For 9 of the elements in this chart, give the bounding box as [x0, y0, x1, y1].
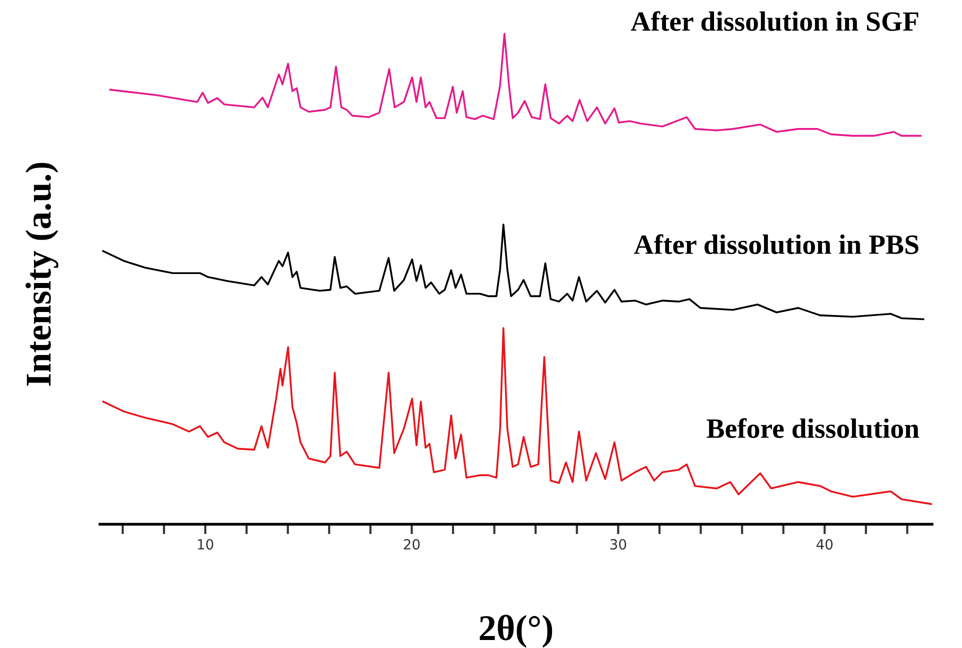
x-tick-label: 20: [404, 539, 420, 550]
series-label: After dissolution in PBS: [634, 234, 918, 254]
y-axis-title: Intensity (a.u.): [25, 162, 58, 386]
x-tick-label: 10: [198, 539, 214, 550]
text: After dissolution in SGF: [630, 11, 918, 31]
series-label: Before dissolution: [706, 418, 920, 438]
x-axis-title: 2θ(°): [480, 614, 552, 648]
x-tick-label: 30: [610, 539, 626, 550]
x-tick-label: 40: [816, 539, 833, 550]
